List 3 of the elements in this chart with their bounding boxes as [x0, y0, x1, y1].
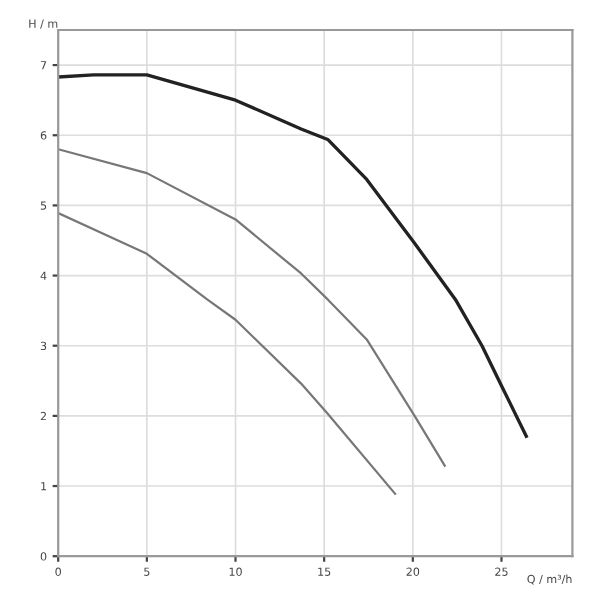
- line-series: [58, 73, 528, 438]
- line-series: [58, 212, 397, 495]
- line-series: [58, 148, 446, 467]
